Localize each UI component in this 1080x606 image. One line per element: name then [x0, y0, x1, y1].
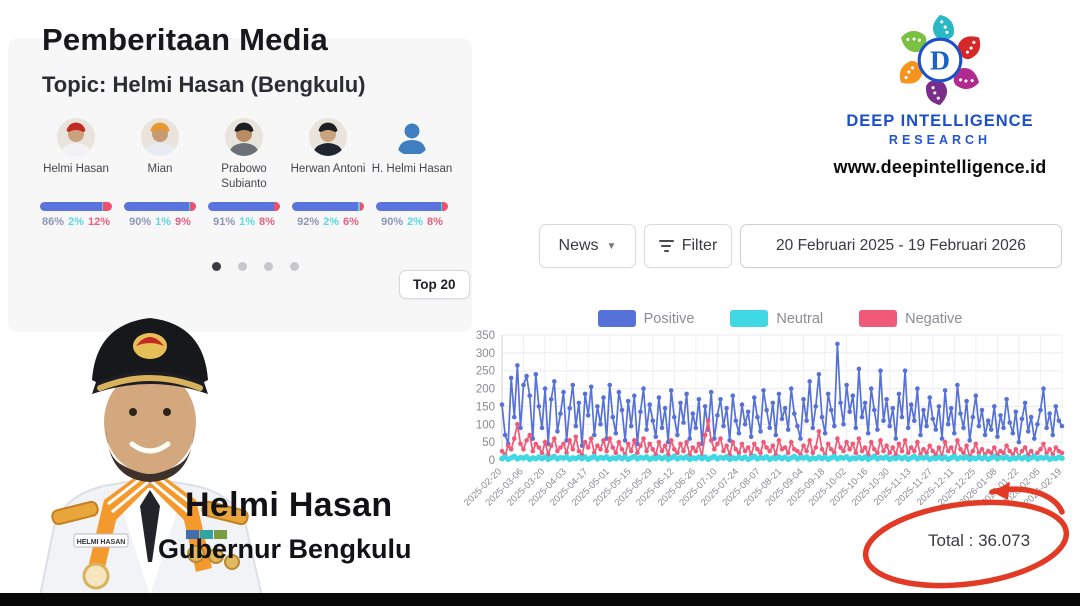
legend-swatch — [859, 310, 898, 327]
svg-text:200: 200 — [476, 384, 495, 396]
brand-subname: RESEARCH — [888, 133, 992, 147]
legend-swatch — [730, 310, 769, 327]
svg-text:HELMI HASAN: HELMI HASAN — [77, 539, 126, 546]
legend-swatch — [597, 310, 636, 327]
pagination-dot[interactable] — [264, 262, 273, 271]
entity-card[interactable]: Prabowo Subianto 91% 1% 8% — [202, 118, 286, 228]
pagination-dots[interactable] — [212, 262, 299, 271]
sentiment-percentages: 91% 1% 8% — [213, 216, 275, 228]
entity-photo-icon — [309, 118, 347, 156]
brand-website[interactable]: www.deepintelligence.id — [833, 157, 1047, 177]
entity-name: Mian — [147, 163, 173, 175]
brand-block: D DEEP INTELLIGENCE RESEARCH www.deepint… — [820, 8, 1060, 178]
sentiment-bar — [292, 202, 364, 211]
sentiment-timeseries-chart[interactable]: 0 50 100 150 200 250 300 350 2025-02-20 2025-03-0… — [462, 330, 1076, 548]
pagination-dot[interactable] — [238, 262, 247, 271]
svg-text:250: 250 — [476, 366, 495, 378]
legend-item-negative[interactable]: Negative — [859, 310, 962, 327]
legend-label: Positive — [643, 310, 695, 327]
person-icon — [393, 118, 431, 156]
sentiment-bar — [376, 202, 448, 211]
entity-card[interactable]: Herwan Antoni 92% 2% 6% — [286, 118, 370, 228]
svg-text:D: D — [930, 45, 950, 76]
svg-text:0: 0 — [489, 455, 495, 467]
governor-portrait-photo: HELMI HASAN — [38, 318, 264, 596]
page-topic: Topic: Helmi Hasan (Bengkulu) — [42, 72, 366, 97]
entity-name: H. Helmi Hasan — [371, 163, 453, 175]
sentiment-percentages: 90% 2% 8% — [381, 216, 443, 228]
bottom-black-bar — [0, 593, 1080, 606]
legend-label: Neutral — [776, 310, 824, 327]
topic-card — [8, 38, 472, 332]
sentiment-bar — [208, 202, 280, 211]
sentiment-bar — [124, 202, 196, 211]
entity-name: Herwan Antoni — [290, 163, 366, 175]
svg-text:50: 50 — [482, 437, 495, 449]
entity-card[interactable]: Helmi Hasan 86% 2% 12% — [34, 118, 118, 228]
sentiment-percentages: 92% 2% 6% — [297, 216, 359, 228]
svg-text:100: 100 — [476, 419, 495, 431]
entity-photo-icon — [225, 118, 263, 156]
total-count-label: Total : 36.073 — [928, 531, 1031, 550]
sentiment-percentages: 86% 2% 12% — [42, 216, 110, 228]
svg-text:350: 350 — [476, 330, 495, 342]
filter-button-label: Filter — [681, 237, 718, 254]
filter-button[interactable]: Filter — [644, 224, 732, 268]
entity-name: Prabowo Subianto — [221, 163, 267, 190]
svg-text:300: 300 — [476, 348, 495, 360]
entity-photo-icon — [141, 118, 179, 156]
portrait-title: Gubernur Bengkulu — [158, 534, 412, 564]
date-range-picker[interactable]: 20 Februari 2025 - 19 Februari 2026 — [740, 224, 1062, 268]
entity-name: Helmi Hasan — [43, 163, 109, 175]
top-20-button[interactable]: Top 20 — [399, 270, 470, 299]
date-range-label: 20 Februari 2025 - 19 Februari 2026 — [776, 237, 1026, 254]
sentiment-percentages: 90% 1% 9% — [129, 216, 191, 228]
legend-item-neutral[interactable]: Neutral — [730, 310, 823, 327]
entity-photo-icon — [57, 118, 95, 156]
pagination-dot[interactable] — [212, 262, 221, 271]
deep-intelligence-logo-icon: D — [820, 8, 1060, 112]
chart-controls: News ▼ Filter 20 Februari 2025 - 19 Febr… — [539, 224, 1062, 268]
news-dropdown[interactable]: News ▼ — [539, 224, 636, 268]
legend-label: Negative — [905, 310, 963, 327]
chart-legend: Positive Neutral Negative — [560, 310, 1000, 327]
filter-lines-icon — [658, 240, 674, 252]
page-title: Pemberitaan Media — [42, 22, 328, 57]
brand-name: DEEP INTELLIGENCE — [846, 112, 1034, 130]
portrait-name: Helmi Hasan — [185, 486, 393, 524]
entity-card[interactable]: Mian 90% 1% 9% — [118, 118, 202, 228]
sentiment-bar — [40, 202, 112, 211]
entity-card[interactable]: H. Helmi Hasan 90% 2% 8% — [370, 118, 454, 228]
news-dropdown-label: News — [558, 237, 599, 254]
legend-item-positive[interactable]: Positive — [597, 310, 695, 327]
entity-list: Helmi Hasan 86% 2% 12% Mian 90% 1% 9% — [34, 118, 454, 228]
svg-text:150: 150 — [476, 401, 495, 413]
chevron-down-icon: ▼ — [606, 240, 617, 252]
pagination-dot[interactable] — [290, 262, 299, 271]
